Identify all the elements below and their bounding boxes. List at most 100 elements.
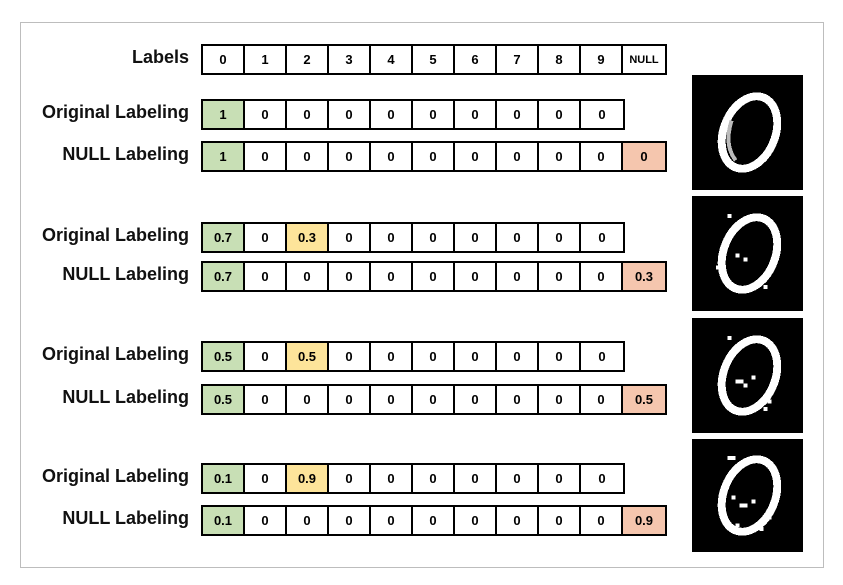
label-cell: 0.1 <box>203 465 245 492</box>
label-cell: 0 <box>329 465 371 492</box>
label-cell: 0 <box>287 143 329 170</box>
label-cell: 0 <box>329 224 371 251</box>
label-cell: 0 <box>497 343 539 370</box>
original-labeling-label: Original Labeling <box>41 225 189 245</box>
label-cell: 0 <box>497 507 539 534</box>
header-cell-0: 0 <box>203 46 245 73</box>
label-cell: 0 <box>455 143 497 170</box>
label-cell: 0 <box>413 465 455 492</box>
label-cell: 0 <box>598 230 606 245</box>
original-labeling-label: Original Labeling <box>41 466 189 486</box>
label-cell: 0 <box>539 465 581 492</box>
label-cell: 0 <box>329 143 371 170</box>
label-cell: 0.7 <box>203 224 245 251</box>
label-cell: 0 <box>371 224 413 251</box>
header-cell-null: NULL <box>629 53 659 66</box>
label-cell: 0 <box>598 471 606 486</box>
header-cell-2: 2 <box>287 46 329 73</box>
original-labeling-row: 1 0 0 0 0 0 0 0 0 0 <box>201 99 625 130</box>
label-cell: 0 <box>329 386 371 413</box>
label-cell: 0 <box>371 507 413 534</box>
label-cell: 0 <box>287 507 329 534</box>
null-labeling-label: NULL Labeling <box>62 264 189 284</box>
header-cell-1: 1 <box>245 46 287 73</box>
original-labeling-label: Original Labeling <box>41 344 189 364</box>
label-cell: 0.1 <box>203 507 245 534</box>
header-cell-8: 8 <box>539 46 581 73</box>
null-labeling-row: 0.7 0 0 0 0 0 0 0 0 0 0.3 <box>201 261 667 292</box>
label-cell: 0 <box>455 386 497 413</box>
label-cell: 0 <box>329 263 371 290</box>
label-cell: 0 <box>245 101 287 128</box>
header-cell-9: 9 <box>581 46 623 73</box>
label-cell: 0 <box>539 101 581 128</box>
label-cell: 0 <box>455 101 497 128</box>
label-cell: 0 <box>371 101 413 128</box>
digit-image <box>692 439 803 552</box>
null-labeling-row: 0.1 0 0 0 0 0 0 0 0 0 0.9 <box>201 505 667 536</box>
null-labeling-label: NULL Labeling <box>62 508 189 528</box>
figure-frame <box>20 22 824 568</box>
label-cell: 0 <box>539 224 581 251</box>
null-labeling-row: 0.5 0 0 0 0 0 0 0 0 0 0.5 <box>201 384 667 415</box>
null-labeling-label: NULL Labeling <box>62 144 189 164</box>
header-cell-4: 4 <box>371 46 413 73</box>
labels-header: Labels <box>131 47 189 67</box>
digit-image <box>692 75 803 190</box>
label-cell: 0 <box>413 343 455 370</box>
label-cell: 0.5 <box>287 343 329 370</box>
label-cell: 0 <box>371 143 413 170</box>
label-cell: 0 <box>455 343 497 370</box>
null-labeling-label: NULL Labeling <box>62 387 189 407</box>
header-cell-5: 5 <box>413 46 455 73</box>
label-cell: 0 <box>371 465 413 492</box>
null-label-cell: 0 <box>623 143 665 170</box>
label-cell: 0 <box>413 143 455 170</box>
label-cell: 0 <box>245 465 287 492</box>
label-cell: 0 <box>497 465 539 492</box>
label-cell: 0 <box>539 263 581 290</box>
label-cell: 0 <box>413 386 455 413</box>
label-cell: 0 <box>455 224 497 251</box>
label-cell: 0 <box>245 224 287 251</box>
original-labeling-label: Original Labeling <box>41 102 189 122</box>
label-cell: 0 <box>371 263 413 290</box>
label-cell: 0 <box>413 507 455 534</box>
label-cell: 0 <box>497 224 539 251</box>
label-cell: 0 <box>413 101 455 128</box>
label-cell: 0 <box>581 263 623 290</box>
label-cell: 0 <box>413 263 455 290</box>
label-cell: 0.9 <box>287 465 329 492</box>
header-cell-3: 3 <box>329 46 371 73</box>
label-cell: 0 <box>497 386 539 413</box>
label-cell: 0 <box>287 386 329 413</box>
digit-image <box>692 318 803 433</box>
label-cell: 0 <box>245 386 287 413</box>
label-cell: 0 <box>455 507 497 534</box>
label-cell: 0 <box>245 143 287 170</box>
label-cell: 0 <box>598 349 606 364</box>
label-cell: 0 <box>581 386 623 413</box>
label-cell: 0 <box>455 263 497 290</box>
original-labeling-row: 0.1 0 0.9 0 0 0 0 0 0 0 <box>201 463 625 494</box>
null-label-cell: 0.3 <box>623 263 665 290</box>
null-labeling-row: 1 0 0 0 0 0 0 0 0 0 0 <box>201 141 667 172</box>
label-cell: 0 <box>245 507 287 534</box>
label-cell: 0 <box>329 101 371 128</box>
label-cell: 1 <box>203 101 245 128</box>
digit-image <box>692 196 803 311</box>
label-cell: 0 <box>497 143 539 170</box>
label-cell: 0 <box>539 343 581 370</box>
null-label-cell: 0.9 <box>623 507 665 534</box>
label-cell: 0 <box>497 101 539 128</box>
header-cell-6: 6 <box>455 46 497 73</box>
original-labeling-row: 0.5 0 0.5 0 0 0 0 0 0 0 <box>201 341 625 372</box>
labels-header-row: 0 1 2 3 4 5 6 7 8 9 NULL <box>201 44 667 75</box>
label-cell: 0.5 <box>203 343 245 370</box>
label-cell: 0 <box>329 343 371 370</box>
label-cell: 0 <box>413 224 455 251</box>
original-labeling-row: 0.7 0 0.3 0 0 0 0 0 0 0 <box>201 222 625 253</box>
label-cell: 0 <box>287 263 329 290</box>
label-cell: 0 <box>245 343 287 370</box>
label-cell: 0 <box>497 263 539 290</box>
